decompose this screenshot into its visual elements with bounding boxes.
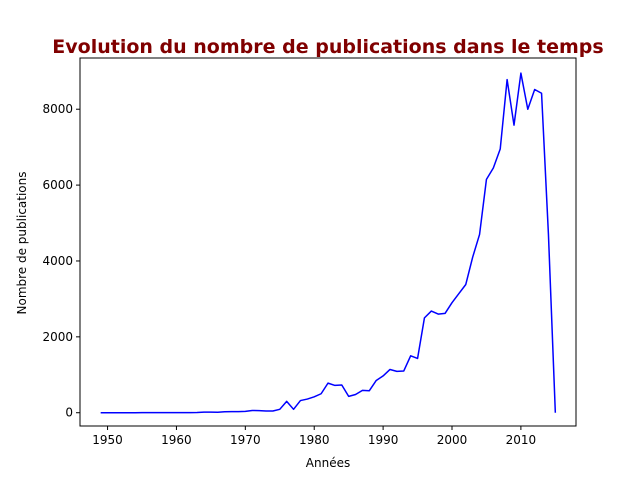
x-tick-label-2000: 2000 <box>437 433 468 447</box>
y-axis: 0 2000 4000 6000 8000 <box>42 102 80 420</box>
y-tick-label-2000: 2000 <box>42 330 73 344</box>
x-tick-label-1970: 1970 <box>230 433 261 447</box>
x-axis: 1950 1960 1970 1980 1990 2000 2010 <box>92 426 536 447</box>
plot-area <box>100 72 557 414</box>
y-tick-label-6000: 6000 <box>42 178 73 192</box>
x-tick-label-1980: 1980 <box>299 433 330 447</box>
series-line-publications <box>100 72 557 414</box>
y-axis-label: Nombre de publications <box>15 171 29 314</box>
axes-frame <box>79 57 577 427</box>
chart-title: Evolution du nombre de publications dans… <box>52 36 603 58</box>
y-tick-label-8000: 8000 <box>42 102 73 116</box>
y-tick-label-4000: 4000 <box>42 254 73 268</box>
x-tick-label-1990: 1990 <box>368 433 399 447</box>
y-tick-label-0: 0 <box>65 406 73 420</box>
x-axis-label: Années <box>306 456 350 470</box>
x-tick-label-2010: 2010 <box>506 433 537 447</box>
x-tick-label-1960: 1960 <box>161 433 192 447</box>
x-tick-label-1950: 1950 <box>92 433 123 447</box>
